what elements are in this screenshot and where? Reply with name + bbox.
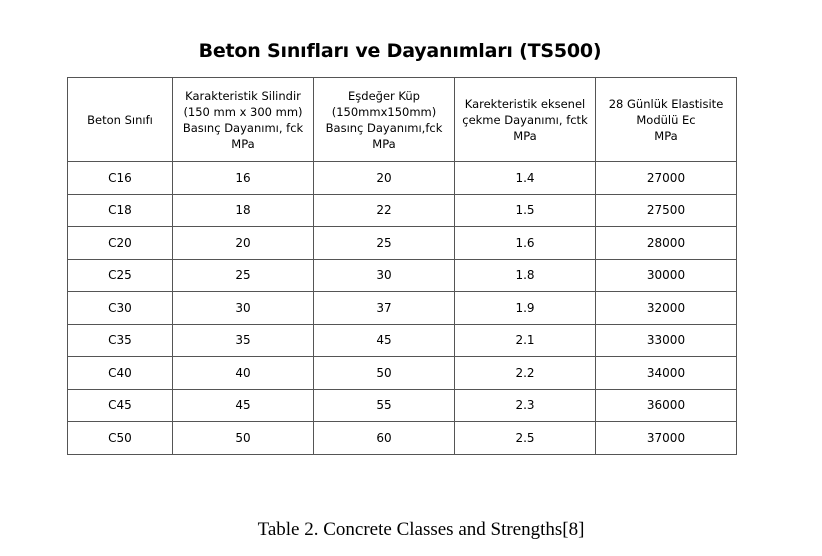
concrete-classes-table: Beton Sınıfı Karakteristik Silindir (150…: [67, 77, 737, 455]
cell-concrete-class: C20: [67, 226, 173, 260]
header-tensile-strength: Karekteristik eksenel çekme Dayanımı, fc…: [454, 77, 596, 162]
cell-tensile-strength: 2.3: [454, 388, 596, 422]
cell-cube-strength: 50: [313, 356, 455, 390]
cell-tensile-strength: 1.8: [454, 258, 596, 292]
cell-cylinder-strength: 35: [172, 323, 314, 357]
table-caption: Table 2. Concrete Classes and Strengths[…: [257, 519, 585, 540]
cell-elastic-modulus: 27500: [595, 193, 737, 227]
cell-cylinder-strength: 16: [172, 161, 314, 195]
cell-elastic-modulus: 36000: [595, 388, 737, 422]
header-cylinder-strength: Karakteristik Silindir (150 mm x 300 mm)…: [172, 77, 314, 162]
cell-cylinder-strength: 18: [172, 193, 314, 227]
cell-cube-strength: 60: [313, 421, 455, 455]
header-line: (150mmx150mm): [331, 104, 437, 119]
cell-concrete-class: C18: [67, 193, 173, 227]
cell-tensile-strength: 1.9: [454, 291, 596, 325]
cell-concrete-class: C50: [67, 421, 173, 455]
cell-cube-strength: 20: [313, 161, 455, 195]
cell-elastic-modulus: 32000: [595, 291, 737, 325]
header-line: Modülü Ec: [636, 112, 696, 127]
cell-cube-strength: 22: [313, 193, 455, 227]
cell-elastic-modulus: 34000: [595, 356, 737, 390]
cell-cylinder-strength: 20: [172, 226, 314, 260]
header-line: (150 mm x 300 mm): [183, 104, 303, 119]
cell-cube-strength: 25: [313, 226, 455, 260]
header-line: Eşdeğer Küp: [348, 88, 420, 103]
cell-concrete-class: C25: [67, 258, 173, 292]
header-line: MPa: [231, 136, 255, 151]
cell-elastic-modulus: 28000: [595, 226, 737, 260]
header-cube-strength: Eşdeğer Küp (150mmx150mm) Basınç Dayanım…: [313, 77, 455, 162]
header-line: MPa: [513, 128, 537, 143]
cell-tensile-strength: 1.5: [454, 193, 596, 227]
header-elastic-modulus: 28 Günlük Elastisite Modülü Ec MPa: [595, 77, 737, 162]
cell-elastic-modulus: 30000: [595, 258, 737, 292]
cell-concrete-class: C16: [67, 161, 173, 195]
cell-concrete-class: C35: [67, 323, 173, 357]
cell-tensile-strength: 2.5: [454, 421, 596, 455]
header-line: Karekteristik eksenel: [464, 96, 586, 111]
table-row: C40 40 50 2.2 34000: [67, 356, 737, 390]
table-title: Beton Sınıfları ve Dayanımları (TS500): [198, 40, 602, 62]
cell-cylinder-strength: 50: [172, 421, 314, 455]
header-line: MPa: [372, 136, 396, 151]
table-row: C18 18 22 1.5 27500: [67, 193, 737, 227]
header-line: çekme Dayanımı, fctk: [462, 112, 588, 127]
cell-cube-strength: 37: [313, 291, 455, 325]
cell-cylinder-strength: 45: [172, 388, 314, 422]
table-row: C35 35 45 2.1 33000: [67, 323, 737, 357]
cell-cylinder-strength: 40: [172, 356, 314, 390]
header-line: Basınç Dayanımı,fck: [325, 120, 443, 135]
cell-elastic-modulus: 33000: [595, 323, 737, 357]
cell-elastic-modulus: 37000: [595, 421, 737, 455]
table-row: C25 25 30 1.8 30000: [67, 258, 737, 292]
header-line: Beton Sınıfı: [87, 112, 153, 127]
header-row: Beton Sınıfı Karakteristik Silindir (150…: [67, 77, 737, 162]
cell-tensile-strength: 1.6: [454, 226, 596, 260]
table-row: C45 45 55 2.3 36000: [67, 388, 737, 422]
cell-cube-strength: 45: [313, 323, 455, 357]
header-concrete-class: Beton Sınıfı: [67, 77, 173, 162]
table-row: C30 30 37 1.9 32000: [67, 291, 737, 325]
cell-concrete-class: C45: [67, 388, 173, 422]
cell-tensile-strength: 1.4: [454, 161, 596, 195]
table-row: C50 50 60 2.5 37000: [67, 421, 737, 455]
table-row: C16 16 20 1.4 27000: [67, 161, 737, 195]
cell-tensile-strength: 2.1: [454, 323, 596, 357]
cell-concrete-class: C40: [67, 356, 173, 390]
header-line: 28 Günlük Elastisite: [608, 96, 724, 111]
cell-cube-strength: 30: [313, 258, 455, 292]
header-line: MPa: [654, 128, 678, 143]
header-line: Basınç Dayanımı, fck: [182, 120, 304, 135]
table-row: C20 20 25 1.6 28000: [67, 226, 737, 260]
cell-elastic-modulus: 27000: [595, 161, 737, 195]
cell-cylinder-strength: 30: [172, 291, 314, 325]
cell-concrete-class: C30: [67, 291, 173, 325]
cell-cube-strength: 55: [313, 388, 455, 422]
cell-tensile-strength: 2.2: [454, 356, 596, 390]
cell-cylinder-strength: 25: [172, 258, 314, 292]
header-line: Karakteristik Silindir: [185, 88, 301, 103]
